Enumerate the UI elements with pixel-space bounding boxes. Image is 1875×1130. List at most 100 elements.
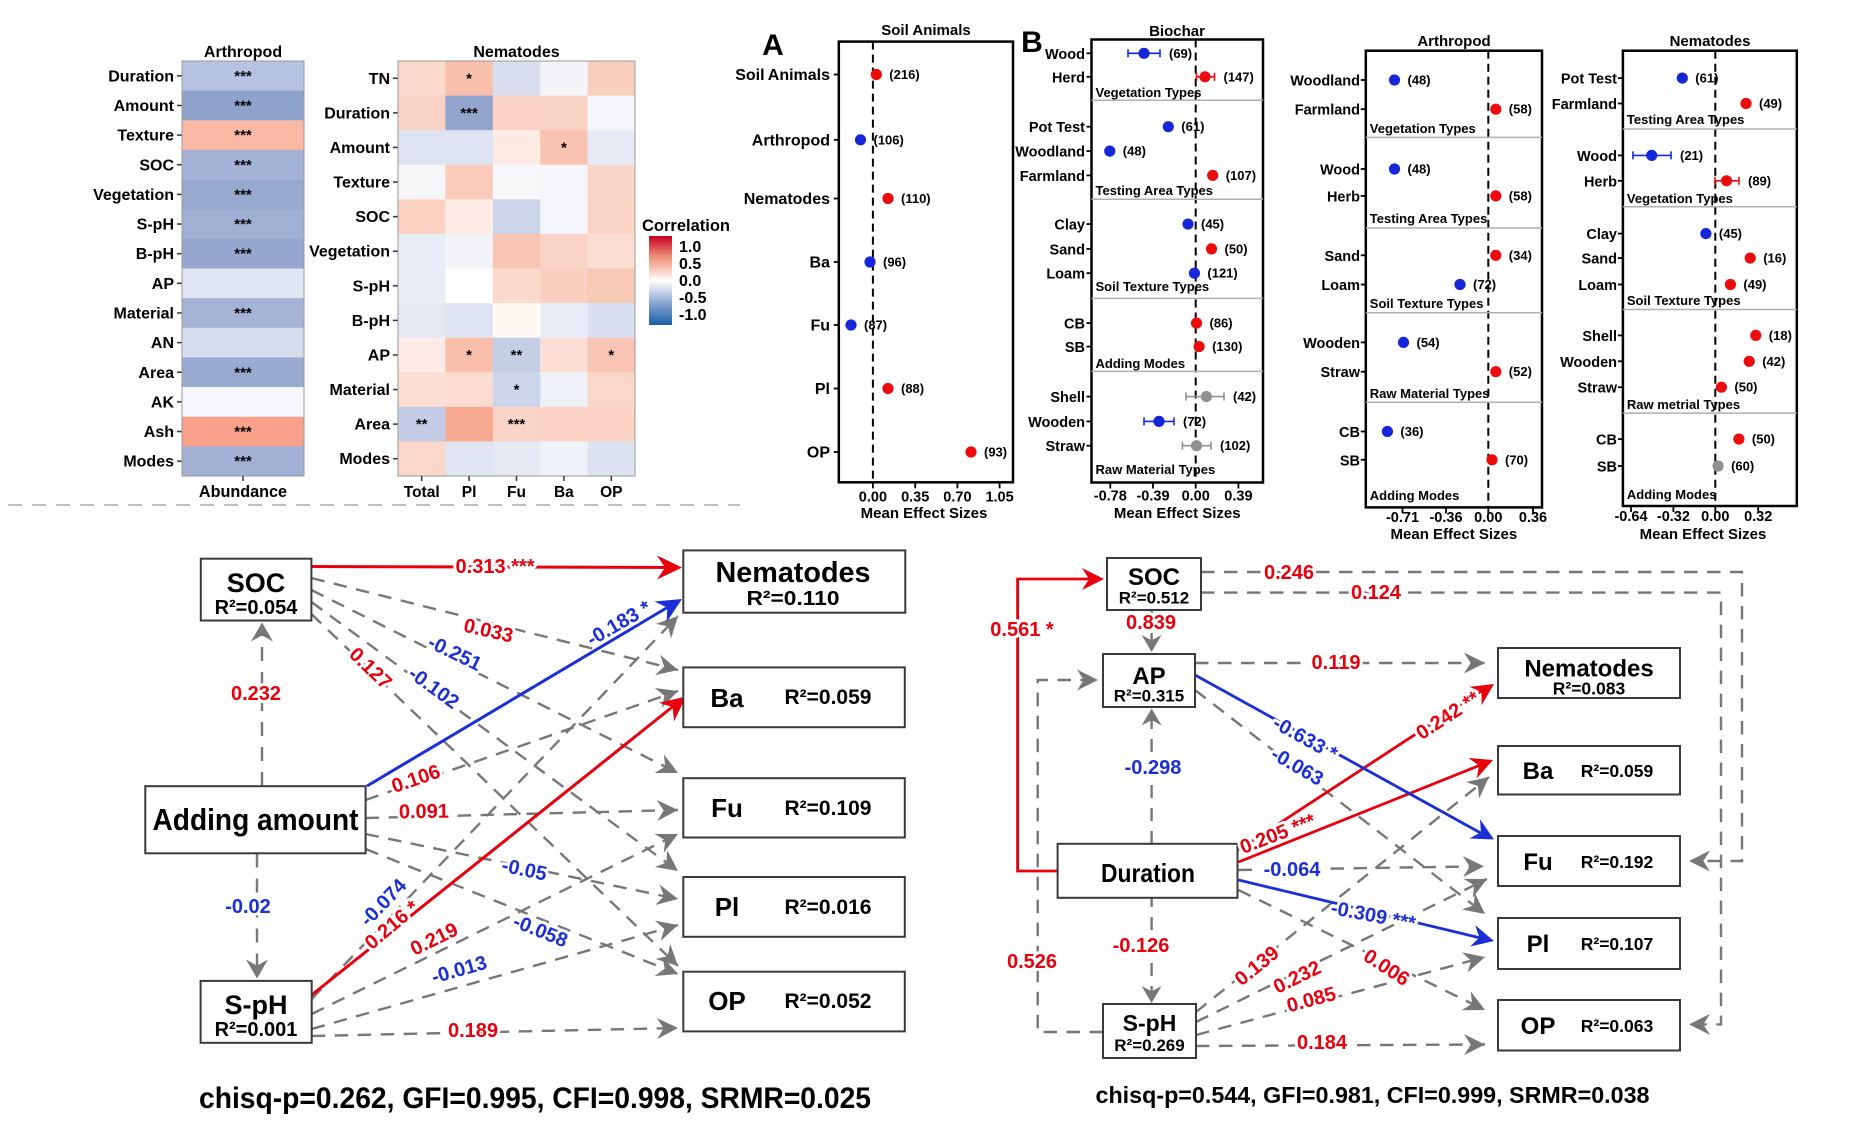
svg-text:1.0: 1.0 [679,239,701,256]
svg-text:OP: OP [600,484,622,501]
svg-text:Pl: Pl [462,484,477,501]
svg-text:0.5: 0.5 [679,256,701,273]
svg-text:R²=0.315: R²=0.315 [1114,687,1184,706]
svg-text:***: *** [234,453,252,470]
svg-text:0.00: 0.00 [1182,489,1210,505]
svg-text:Herd: Herd [1052,70,1085,86]
svg-text:*: * [466,347,472,364]
svg-text:0.839: 0.839 [1126,612,1176,634]
svg-text:(18): (18) [1769,328,1792,343]
svg-text:0.232: 0.232 [231,683,281,705]
svg-text:Sand: Sand [1582,252,1617,268]
svg-text:SOC: SOC [227,568,286,598]
svg-text:B-pH: B-pH [136,246,174,263]
svg-text:*: * [561,139,567,156]
svg-text:Vegetation Types: Vegetation Types [1370,121,1476,136]
svg-text:(58): (58) [1509,188,1532,203]
svg-text:(42): (42) [1762,354,1785,369]
svg-text:Soil Texture Types: Soil Texture Types [1627,293,1741,308]
svg-text:Loam: Loam [1321,278,1360,294]
svg-text:-0.78: -0.78 [1094,489,1127,505]
svg-text:S-pH: S-pH [225,990,288,1020]
svg-text:Farmland: Farmland [1552,97,1617,113]
svg-text:R²=0.063: R²=0.063 [1581,1016,1654,1036]
svg-text:CB: CB [1064,317,1085,333]
svg-text:R²=0.083: R²=0.083 [1553,679,1626,699]
svg-text:SB: SB [1065,340,1085,356]
svg-text:Woodland: Woodland [1290,74,1360,90]
svg-text:Mean Effect Sizes: Mean Effect Sizes [1640,526,1767,543]
svg-text:Testing Area Types: Testing Area Types [1627,112,1745,127]
svg-text:Nematodes: Nematodes [473,44,559,61]
svg-text:-0.39: -0.39 [1136,489,1169,505]
svg-text:Farmland: Farmland [1295,103,1360,119]
svg-text:Ba: Ba [554,484,574,501]
svg-text:B: B [1021,26,1043,59]
svg-text:(50): (50) [1225,241,1248,256]
svg-text:***: *** [234,216,252,233]
svg-text:Raw Material Types: Raw Material Types [1370,386,1490,401]
svg-text:AP: AP [368,347,391,364]
svg-text:Soil Animals: Soil Animals [735,67,830,84]
svg-text:(49): (49) [1759,96,1782,111]
svg-text:Vegetation Types: Vegetation Types [1096,85,1202,100]
svg-text:(48): (48) [1408,162,1431,177]
svg-text:(45): (45) [1201,217,1224,232]
svg-text:R²=0.054: R²=0.054 [215,597,299,619]
svg-text:CB: CB [1596,433,1617,449]
svg-text:***: *** [234,186,252,203]
svg-text:Soil Texture Types: Soil Texture Types [1370,296,1484,311]
svg-text:Nematodes: Nematodes [744,191,830,208]
svg-text:OP: OP [1521,1013,1556,1040]
svg-text:1.05: 1.05 [985,490,1013,506]
svg-text:0.0: 0.0 [679,273,701,290]
svg-text:Ba: Ba [810,255,831,272]
svg-text:Abundance: Abundance [199,483,287,501]
svg-text:Herb: Herb [1327,189,1360,205]
svg-text:(107): (107) [1226,168,1256,183]
svg-text:(86): (86) [1210,316,1233,331]
svg-text:Correlation: Correlation [642,217,730,235]
svg-text:(61): (61) [1181,119,1204,134]
svg-text:Arthropod: Arthropod [204,44,282,61]
svg-text:(88): (88) [901,381,924,396]
svg-text:(69): (69) [1169,46,1192,61]
svg-text:-0.32: -0.32 [1657,509,1690,525]
svg-text:SOC: SOC [139,157,174,174]
svg-text:Biochar: Biochar [1149,23,1205,40]
svg-text:Clay: Clay [1586,227,1617,243]
svg-text:0.35: 0.35 [901,490,929,506]
svg-text:R²=0.110: R²=0.110 [747,588,840,610]
svg-text:Pot Test: Pot Test [1029,120,1085,136]
svg-text:SOC: SOC [1128,564,1180,591]
svg-text:Area: Area [138,365,174,382]
svg-text:*: * [608,347,614,364]
svg-text:AK: AK [151,394,175,411]
svg-text:Wooden: Wooden [1028,415,1085,431]
svg-text:Soil Animals: Soil Animals [881,22,970,39]
svg-text:***: *** [234,364,252,381]
svg-text:Wooden: Wooden [1560,355,1617,371]
svg-text:R²=0.109: R²=0.109 [785,797,872,820]
svg-text:Pl: Pl [815,381,830,398]
svg-text:-0.64: -0.64 [1614,509,1647,525]
svg-text:SB: SB [1597,460,1617,476]
svg-text:0.313 ***: 0.313 *** [456,556,535,578]
svg-text:Texture: Texture [333,175,390,192]
svg-text:(93): (93) [984,445,1007,460]
svg-text:S-pH: S-pH [137,217,174,234]
svg-text:Mean Effect Sizes: Mean Effect Sizes [1114,505,1241,522]
svg-text:SB: SB [1340,453,1360,469]
svg-text:Adding Modes: Adding Modes [1627,487,1717,502]
svg-text:Wood: Wood [1320,163,1360,179]
svg-text:Shell: Shell [1050,390,1085,406]
svg-text:Loam: Loam [1578,278,1617,294]
svg-text:-0.02: -0.02 [225,896,271,918]
svg-text:Mean Effect Sizes: Mean Effect Sizes [861,505,988,522]
svg-text:Testing Area Types: Testing Area Types [1370,211,1488,226]
svg-text:Adding Modes: Adding Modes [1370,488,1460,503]
svg-text:***: *** [234,68,252,85]
svg-text:Wood: Wood [1045,47,1085,63]
svg-text:-0.126: -0.126 [1113,935,1170,957]
svg-text:-0.298: -0.298 [1125,757,1182,779]
